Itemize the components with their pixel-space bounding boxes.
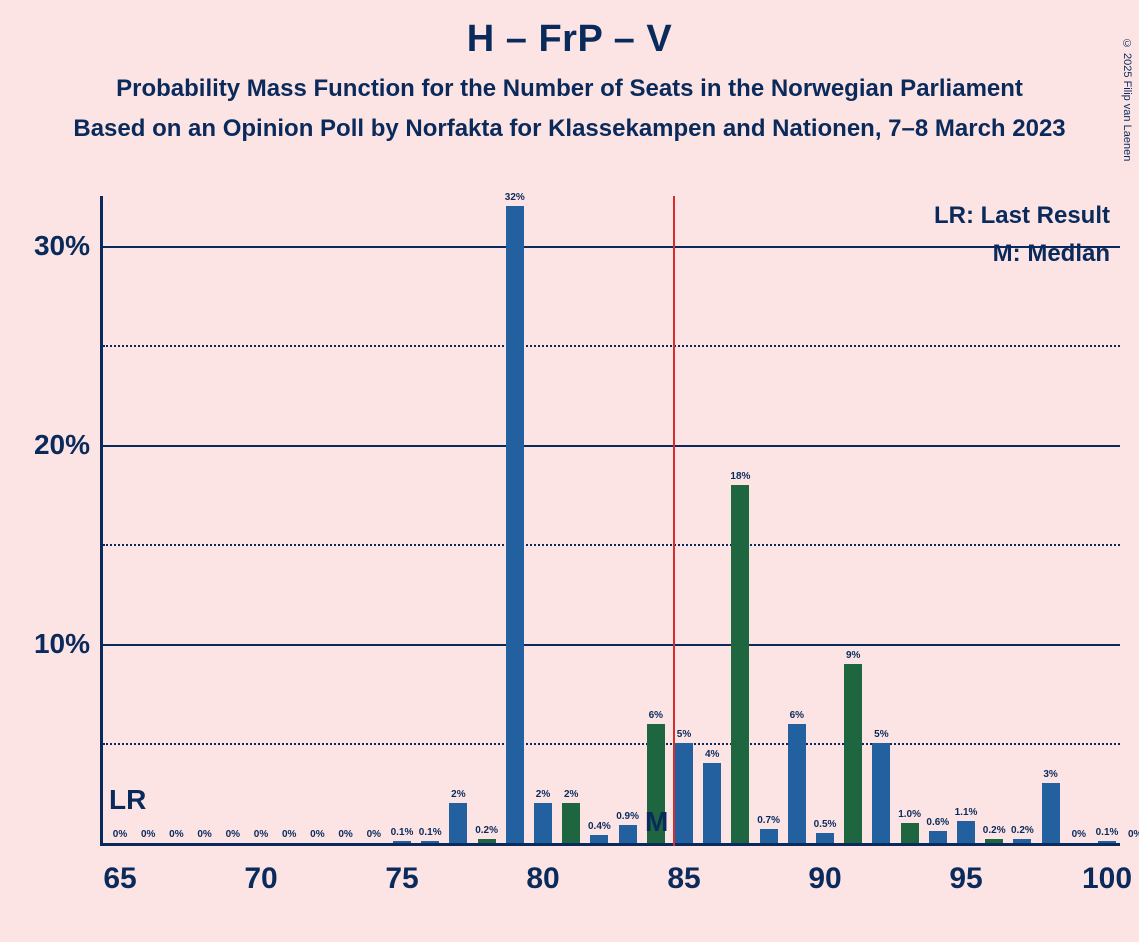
bar-value-label: 0.1% xyxy=(1096,827,1119,838)
bar-value-label: 2% xyxy=(564,789,578,800)
lr-marker: LR xyxy=(109,784,146,816)
bar-value-label: 0% xyxy=(338,829,352,840)
bar-value-label: 0% xyxy=(367,829,381,840)
bar-value-label: 0.7% xyxy=(757,815,780,826)
bar-value-label: 5% xyxy=(874,729,888,740)
bar: 0.9% xyxy=(619,825,637,843)
bar-value-label: 32% xyxy=(505,192,525,203)
bar-value-label: 0% xyxy=(226,829,240,840)
bar-value-label: 0.1% xyxy=(419,827,442,838)
bar: 0.1% xyxy=(1098,841,1116,843)
x-axis-label: 65 xyxy=(103,862,136,896)
bar: 0.2% xyxy=(478,839,496,843)
median-marker: M xyxy=(645,806,668,838)
bar: 9% xyxy=(844,664,862,843)
bar: 18% xyxy=(731,485,749,843)
bar-value-label: 0.2% xyxy=(983,825,1006,836)
bar: 1.0% xyxy=(901,823,919,843)
chart-subtitle-2: Based on an Opinion Poll by Norfakta for… xyxy=(0,115,1139,143)
bar-value-label: 1.1% xyxy=(955,807,978,818)
bar: 0.2% xyxy=(1013,839,1031,843)
bar-value-label: 0% xyxy=(113,829,127,840)
bar-value-label: 4% xyxy=(705,749,719,760)
bar-value-label: 0% xyxy=(254,829,268,840)
gridline xyxy=(103,345,1120,347)
bar-value-label: 0% xyxy=(282,829,296,840)
chart-plot-area: LR: Last Result M: Median 30%20%10%65707… xyxy=(100,196,1120,846)
bar: 0.5% xyxy=(816,833,834,843)
legend-last-result: LR: Last Result xyxy=(934,202,1110,230)
y-axis-label: 30% xyxy=(0,230,90,262)
gridline xyxy=(103,544,1120,546)
bar-value-label: 0% xyxy=(1072,829,1086,840)
x-axis-label: 75 xyxy=(385,862,418,896)
bar: 0.1% xyxy=(421,841,439,843)
gridline xyxy=(103,644,1120,646)
x-axis-label: 70 xyxy=(244,862,277,896)
legend-median: M: Median xyxy=(993,240,1110,268)
bar-value-label: 18% xyxy=(730,471,750,482)
bar: 0.4% xyxy=(590,835,608,843)
bar: 5% xyxy=(675,743,693,843)
x-axis-label: 90 xyxy=(808,862,841,896)
bar-value-label: 0% xyxy=(141,829,155,840)
x-axis-label: 80 xyxy=(526,862,559,896)
bar: 0.7% xyxy=(760,829,778,843)
bar-value-label: 9% xyxy=(846,650,860,661)
chart-subtitle-1: Probability Mass Function for the Number… xyxy=(0,75,1139,103)
bar-value-label: 0.2% xyxy=(475,825,498,836)
bar-value-label: 0% xyxy=(169,829,183,840)
median-line xyxy=(673,196,675,846)
x-axis-label: 85 xyxy=(667,862,700,896)
bar-value-label: 0% xyxy=(310,829,324,840)
bar-value-label: 0.2% xyxy=(1011,825,1034,836)
copyright-text: © 2025 Filip van Laenen xyxy=(1121,38,1133,161)
bar-value-label: 5% xyxy=(677,729,691,740)
bar-value-label: 0.6% xyxy=(926,817,949,828)
x-axis-label: 100 xyxy=(1082,862,1132,896)
bar-value-label: 0.4% xyxy=(588,821,611,832)
bar-value-label: 0.9% xyxy=(616,811,639,822)
bar: 2% xyxy=(562,803,580,843)
bar-value-label: 6% xyxy=(790,710,804,721)
bar-value-label: 1.0% xyxy=(898,809,921,820)
bar: 6% xyxy=(788,724,806,843)
bar: 32% xyxy=(506,206,524,843)
bar: 0.1% xyxy=(393,841,411,843)
bar-value-label: 2% xyxy=(536,789,550,800)
y-axis-label: 10% xyxy=(0,628,90,660)
bar-value-label: 2% xyxy=(451,789,465,800)
bar: 2% xyxy=(534,803,552,843)
bar: 3% xyxy=(1042,783,1060,843)
bar: 0.6% xyxy=(929,831,947,843)
chart-title: H – FrP – V xyxy=(0,18,1139,61)
bar: 5% xyxy=(872,743,890,843)
bar-value-label: 0% xyxy=(197,829,211,840)
bar: 1.1% xyxy=(957,821,975,843)
x-axis-line xyxy=(100,843,1120,846)
bar-value-label: 0.1% xyxy=(391,827,414,838)
bar: 4% xyxy=(703,763,721,843)
bar-value-label: 3% xyxy=(1043,769,1057,780)
gridline xyxy=(103,246,1120,248)
bar-value-label: 0% xyxy=(1128,829,1139,840)
bar: 2% xyxy=(449,803,467,843)
bar-value-label: 0.5% xyxy=(814,819,837,830)
y-axis-label: 20% xyxy=(0,429,90,461)
gridline xyxy=(103,743,1120,745)
y-axis-line xyxy=(100,196,103,846)
bar: 0.2% xyxy=(985,839,1003,843)
gridline xyxy=(103,445,1120,447)
x-axis-label: 95 xyxy=(949,862,982,896)
bar-value-label: 6% xyxy=(649,710,663,721)
